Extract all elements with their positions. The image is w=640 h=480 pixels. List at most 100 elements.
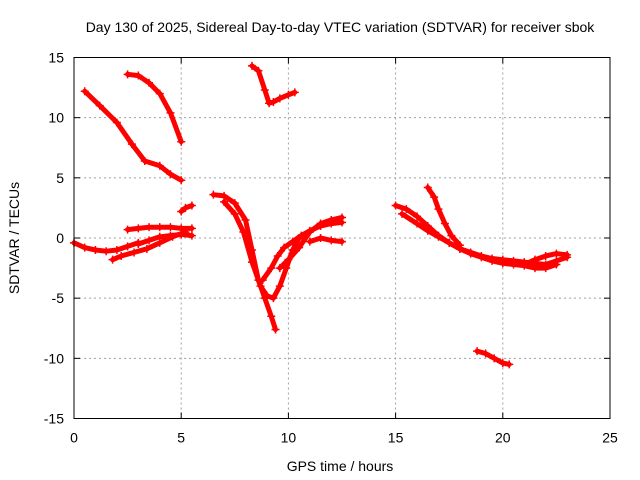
data-point-marker: [123, 70, 132, 79]
data-point-marker: [275, 282, 284, 291]
data-point-marker: [145, 223, 154, 232]
data-point-marker: [280, 243, 289, 252]
data-point-marker: [398, 209, 407, 218]
data-point-marker: [440, 219, 449, 228]
data-point-marker: [284, 255, 293, 264]
data-point-marker: [391, 201, 400, 210]
data-point-marker: [256, 282, 265, 291]
data-point-marker: [166, 231, 175, 240]
data-point-marker: [80, 243, 89, 252]
series-line: [125, 71, 184, 145]
data-point-marker: [177, 230, 186, 239]
data-arc-arc-18: [520, 249, 572, 269]
data-point-marker: [127, 140, 136, 149]
y-tick-label: 15: [48, 50, 64, 66]
data-point-marker: [258, 276, 267, 285]
data-point-marker: [102, 247, 111, 256]
data-point-marker: [316, 219, 325, 228]
data-point-marker: [177, 137, 186, 146]
data-point-marker: [267, 312, 276, 321]
data-point-marker: [91, 246, 100, 255]
data-point-marker: [142, 244, 151, 253]
data-point-marker: [423, 226, 432, 235]
data-point-marker: [112, 246, 121, 255]
data-point-marker: [262, 291, 271, 300]
data-arc-arc-12: [275, 213, 346, 273]
data-point-marker: [117, 252, 126, 261]
data-point-marker: [187, 231, 196, 240]
data-point-marker: [434, 205, 443, 214]
data-point-marker: [95, 101, 104, 110]
data-point-marker: [209, 190, 218, 199]
data-point-marker: [541, 252, 550, 261]
x-tick-label: 20: [495, 430, 511, 446]
data-point-marker: [220, 197, 229, 206]
data-point-marker: [267, 264, 276, 273]
x-tick-label: 0: [70, 430, 78, 446]
data-point-marker: [488, 256, 497, 265]
data-point-marker: [327, 236, 336, 245]
data-point-marker: [130, 248, 139, 257]
data-arc-arc-8: [134, 230, 196, 249]
data-point-marker: [275, 264, 284, 273]
data-point-marker: [145, 236, 154, 245]
data-series-group: [70, 61, 572, 369]
data-point-marker: [445, 238, 454, 247]
data-point-marker: [145, 78, 154, 87]
data-point-marker: [155, 161, 164, 170]
data-arc-arc-13: [305, 234, 346, 246]
data-point-marker: [166, 108, 175, 117]
data-point-marker: [269, 294, 278, 303]
data-arc-arc-7: [123, 223, 196, 234]
data-arc-arc-10: [220, 197, 304, 303]
data-point-marker: [269, 98, 278, 107]
data-point-marker: [241, 215, 250, 224]
data-point-marker: [273, 252, 282, 261]
data-point-marker: [481, 349, 490, 358]
data-point-marker: [230, 199, 239, 208]
data-point-marker: [505, 360, 514, 369]
data-arc-arc-3: [247, 61, 299, 108]
data-point-marker: [509, 260, 518, 269]
data-point-marker: [177, 176, 186, 185]
data-point-marker: [305, 227, 314, 236]
series-line: [210, 192, 278, 332]
data-point-marker: [552, 249, 561, 258]
data-point-marker: [155, 223, 164, 232]
data-point-marker: [466, 249, 475, 258]
data-point-marker: [247, 258, 256, 267]
data-point-marker: [260, 85, 269, 94]
data-arc-arc-11: [258, 218, 346, 285]
data-point-marker: [181, 203, 190, 212]
data-point-marker: [423, 183, 432, 192]
data-point-marker: [134, 224, 143, 233]
x-tick-label: 5: [177, 430, 185, 446]
data-point-marker: [473, 347, 482, 356]
data-point-marker: [413, 219, 422, 228]
x-tick-label: 15: [388, 430, 404, 446]
data-point-marker: [498, 259, 507, 268]
data-arc-arc-16: [423, 183, 464, 250]
data-point-marker: [447, 231, 456, 240]
data-point-marker: [177, 207, 186, 216]
data-arc-arc-9: [209, 190, 280, 334]
data-point-marker: [530, 255, 539, 264]
data-point-marker: [430, 193, 439, 202]
series-line: [82, 88, 184, 183]
grid-lines: [74, 57, 610, 419]
y-tick-label: 5: [56, 170, 64, 186]
data-point-marker: [284, 90, 293, 99]
data-point-marker: [134, 240, 143, 249]
x-tick-label: 25: [602, 430, 618, 446]
y-tick-label: 10: [48, 110, 64, 126]
data-point-marker: [275, 94, 284, 103]
y-tick-label: -15: [44, 411, 64, 427]
data-point-marker: [254, 66, 263, 75]
data-point-marker: [166, 223, 175, 232]
data-arc-arc-4: [177, 201, 196, 216]
y-tick-label: -10: [44, 350, 64, 366]
data-point-marker: [552, 260, 561, 269]
data-point-marker: [338, 213, 346, 222]
axis-ticks: 0 5 10 15 20 25 15 10 5 0 -5 -10 -15: [44, 50, 618, 446]
